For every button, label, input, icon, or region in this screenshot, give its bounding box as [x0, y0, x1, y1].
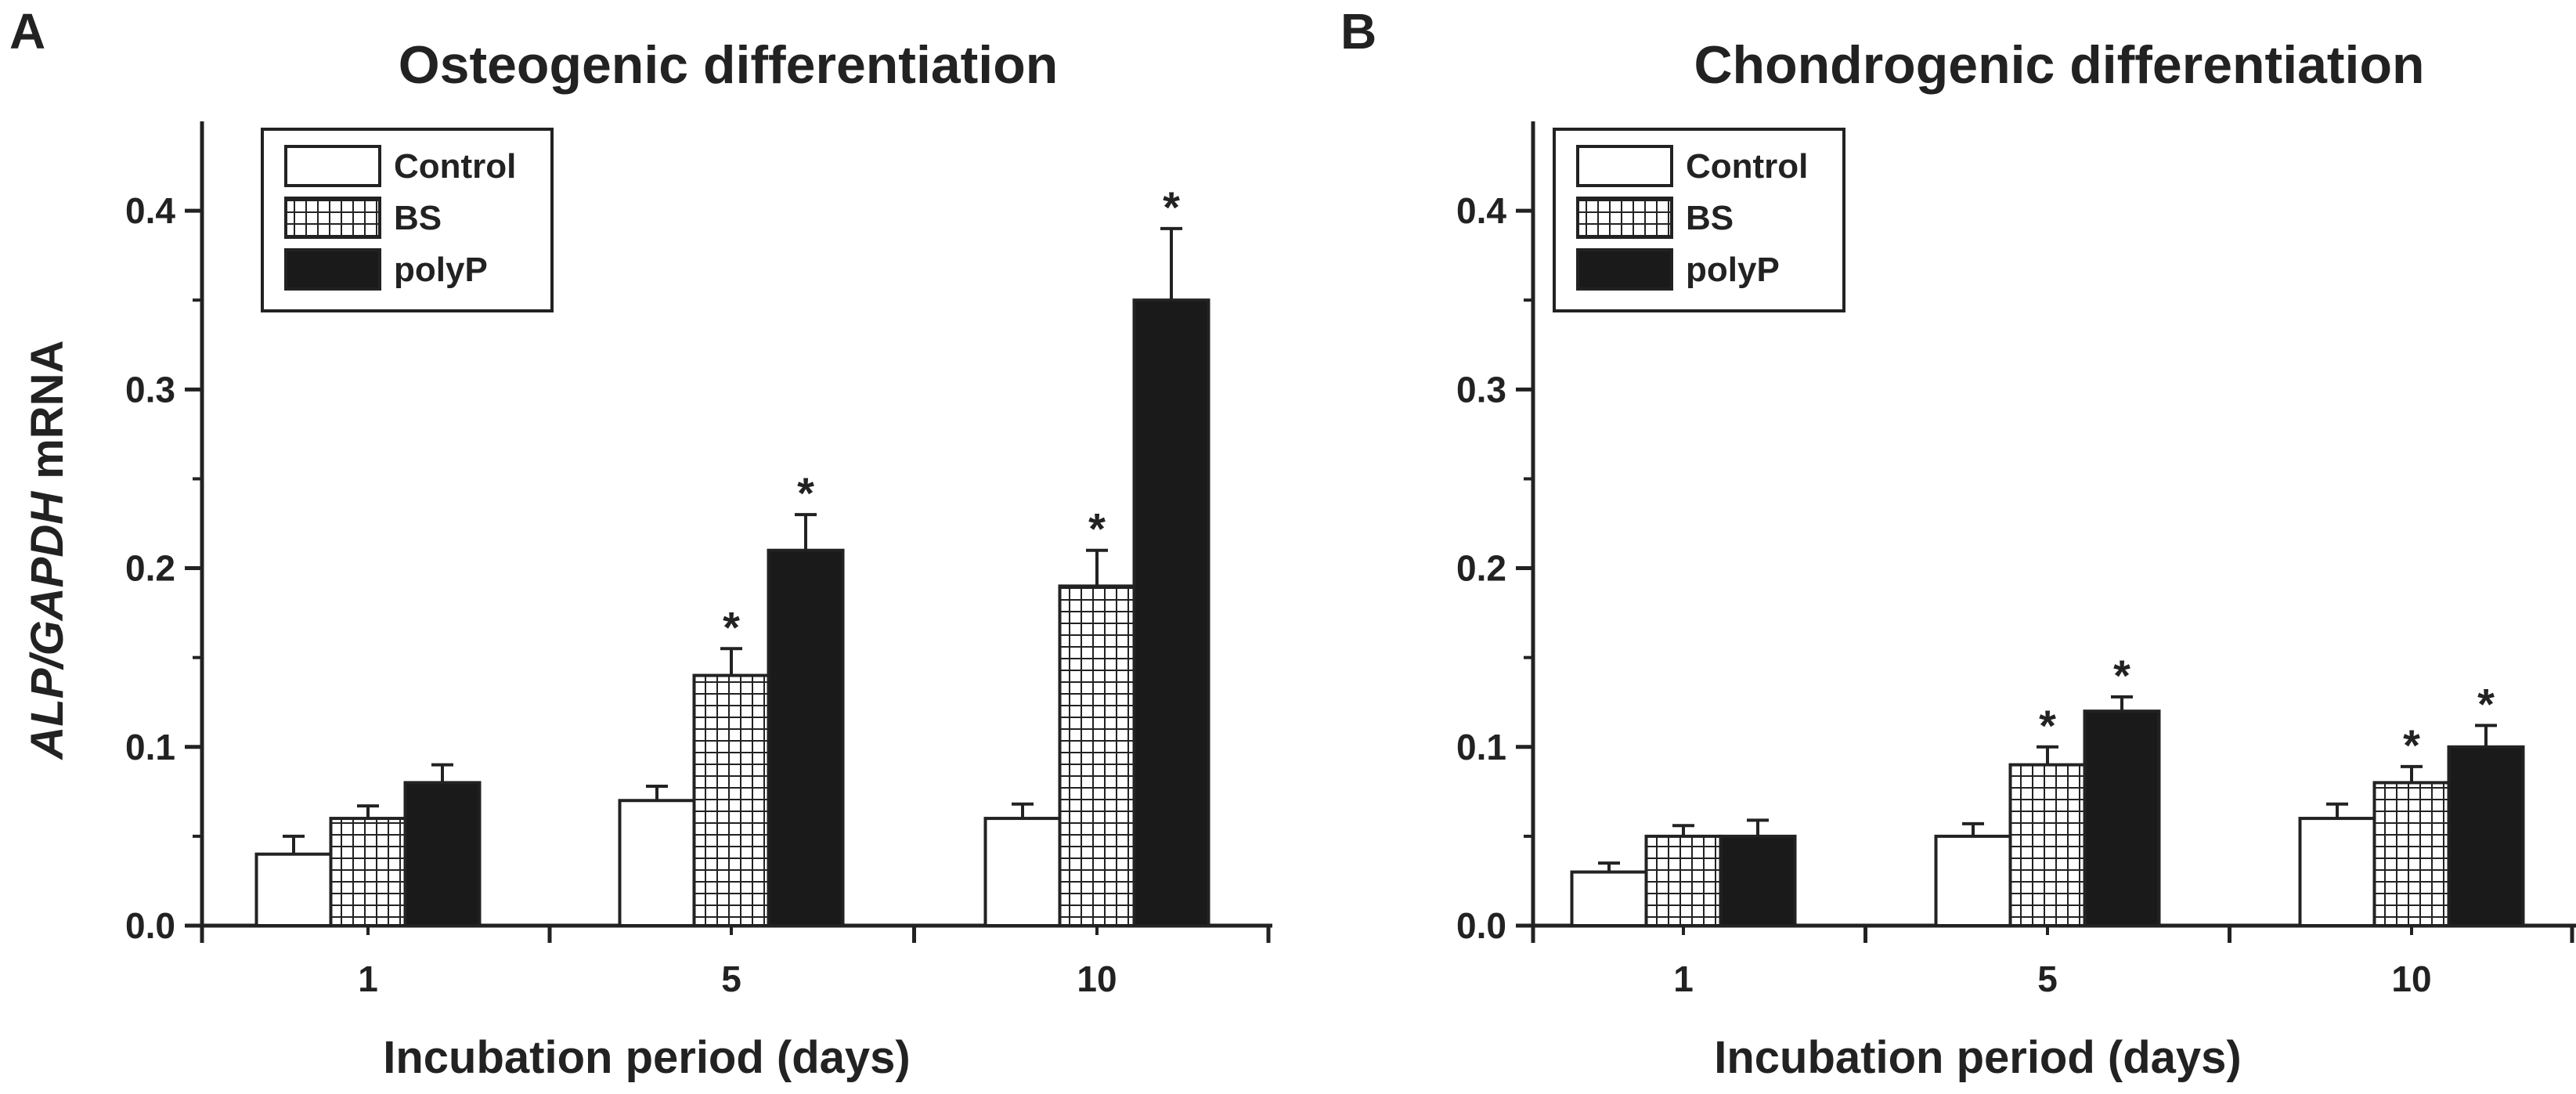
panel-a-legend-swatch-control	[284, 145, 381, 187]
panel-a: A Osteogenic differentiation ALP/GAPDH m…	[9, 3, 1272, 1083]
panel-a-bar-bs	[1058, 584, 1136, 928]
panel-b-bar-bs	[1644, 834, 1723, 928]
panel-a-bar-bs	[329, 817, 407, 927]
panel-a-plot-area: 0.0 0.1 0.2 0.3 0.4 1 5 10 * * * * Control BS polyP	[125, 121, 1272, 999]
panel-a-title: Osteogenic differentiation	[399, 35, 1059, 95]
panel-b-bar-polyp	[2083, 709, 2161, 928]
panel-b-legend-label-bs: BS	[1686, 199, 1734, 237]
panel-a-x-tick-label: 10	[1077, 959, 1117, 999]
panel-b-legend-label-control: Control	[1686, 147, 1808, 186]
panel-b-y-tick-label: 0.4	[1456, 190, 1506, 231]
panel-b-x-tick-label: 10	[2391, 959, 2431, 999]
panel-b-legend-label-polyp: polyP	[1686, 251, 1780, 289]
panel-b-x-tick-label: 1	[1673, 959, 1694, 999]
panel-b-legend-swatch-control	[1576, 145, 1673, 187]
panel-b-y-tick-label: 0.0	[1456, 905, 1506, 946]
panel-a-bar-polyp	[403, 781, 482, 928]
panel-a-bar-control	[254, 852, 333, 927]
panel-a-bar-polyp	[767, 548, 845, 927]
panel-a-y-tick-label: 0.0	[125, 905, 175, 946]
panel-a-bar-control	[618, 799, 696, 927]
panel-b-bar-control	[2298, 817, 2376, 927]
panel-b-significance-star: *	[2477, 679, 2495, 728]
panel-b-legend-swatch-bs	[1576, 197, 1673, 239]
panel-b-x-tick-label: 5	[2037, 959, 2058, 999]
panel-a-y-tick-label: 0.4	[125, 190, 175, 231]
panel-a-x-tick-label: 1	[358, 959, 378, 999]
panel-b-y-tick-label: 0.1	[1456, 727, 1506, 767]
panel-b-significance-star: *	[2113, 651, 2130, 700]
panel-a-x-axis-label: Incubation period (days)	[383, 1032, 911, 1083]
panel-a-y-tick-label: 0.2	[125, 548, 175, 589]
panel-b-y-tick-label: 0.2	[1456, 548, 1506, 589]
panel-a-bar-bs	[692, 673, 770, 927]
panel-a-legend-label-control: Control	[394, 147, 516, 186]
panel-b-significance-star: *	[2403, 720, 2420, 770]
panel-b-bar-control	[1934, 834, 2012, 928]
panel-a-bar-control	[983, 817, 1062, 927]
y-axis-label-gene-ratio: ALP/GAPDH	[22, 491, 73, 761]
panel-a-legend-swatch-bs	[284, 197, 381, 239]
panel-b-bar-control	[1570, 870, 1648, 927]
panel-a-legend-label-bs: BS	[394, 199, 442, 237]
panel-a-bar-polyp	[1132, 298, 1210, 927]
y-axis-label: ALP/GAPDH mRNA	[22, 341, 73, 761]
panel-a-significance-star: *	[1163, 182, 1180, 232]
panel-b-plot-area: 0.0 0.1 0.2 0.3 0.4 1 5 10 * * * * Control BS polyP	[1456, 121, 2576, 999]
panel-b: B Chondrogenic differentiation 0.0 0.1 0.2…	[1340, 3, 2576, 1083]
panel-a-significance-star: *	[1088, 504, 1106, 554]
panel-b-significance-star: *	[2039, 701, 2056, 750]
panel-a-y-tick-label: 0.1	[125, 727, 175, 767]
panel-b-bar-polyp	[1719, 834, 1797, 928]
panel-b-x-axis-label: Incubation period (days)	[1714, 1032, 2242, 1083]
y-axis-label-unit: mRNA	[22, 341, 73, 492]
panel-b-title: Chondrogenic differentiation	[1694, 35, 2424, 95]
panel-a-significance-star: *	[723, 602, 740, 652]
panel-b-bar-polyp	[2447, 745, 2525, 927]
panel-b-bar-bs	[2372, 781, 2451, 928]
panel-a-x-tick-label: 5	[721, 959, 741, 999]
panel-b-letter: B	[1340, 3, 1376, 60]
panel-a-letter: A	[9, 3, 45, 60]
panel-a-legend-label-polyp: polyP	[394, 251, 488, 289]
panel-b-legend-swatch-polyp	[1576, 248, 1673, 291]
panel-a-y-tick-label: 0.3	[125, 369, 175, 410]
panel-b-bar-bs	[2008, 763, 2087, 927]
panel-a-legend-swatch-polyp	[284, 248, 381, 291]
panel-a-significance-star: *	[797, 468, 814, 518]
panel-b-y-tick-label: 0.3	[1456, 369, 1506, 410]
